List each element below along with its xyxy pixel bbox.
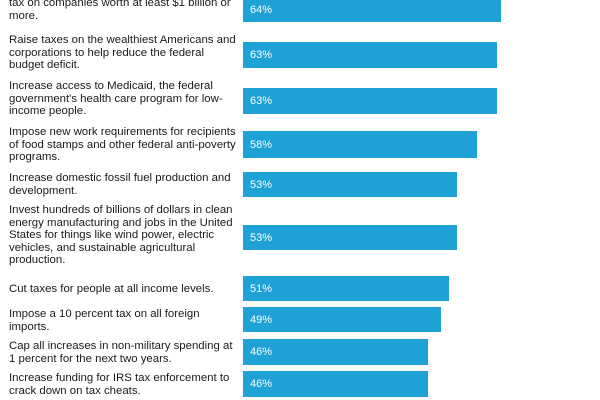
category-label: Cut taxes for people at all income level… (9, 283, 214, 295)
category-label: Raise taxes on the wealthiest Americans … (9, 34, 236, 72)
category-label: Impose a 10 percent tax on all foreign i… (9, 308, 200, 333)
bar-value-label: 51% (250, 283, 273, 295)
category-label: Invest hundreds of billions of dollars i… (9, 204, 233, 267)
bar (243, 225, 457, 250)
category-label: tax on companies worth at least $1 billi… (9, 0, 231, 22)
bar-value-label: 64% (250, 4, 273, 16)
bar-value-label: 49% (250, 314, 273, 326)
bar (243, 88, 497, 114)
bar (243, 0, 501, 22)
bar-value-label: 46% (250, 378, 273, 390)
bar (243, 131, 477, 158)
category-label: Cap all increases in non-military spendi… (9, 340, 233, 365)
bar (243, 42, 497, 68)
bar-value-label: 46% (250, 346, 273, 358)
bar-value-label: 53% (250, 232, 273, 244)
bar (243, 172, 457, 197)
category-label: Increase funding for IRS tax enforcement… (9, 372, 230, 397)
bar (243, 371, 428, 397)
bar (243, 307, 441, 332)
bar-value-label: 63% (250, 95, 273, 107)
category-label: Impose new work requirements for recipie… (9, 126, 236, 164)
bar-value-label: 53% (250, 179, 273, 191)
bar (243, 339, 428, 365)
category-label: Increase domestic fossil fuel production… (9, 172, 231, 197)
category-label: Increase access to Medicaid, the federal… (9, 80, 223, 118)
bar-value-label: 58% (250, 139, 273, 151)
bar (243, 276, 449, 301)
bar-value-label: 63% (250, 49, 273, 61)
